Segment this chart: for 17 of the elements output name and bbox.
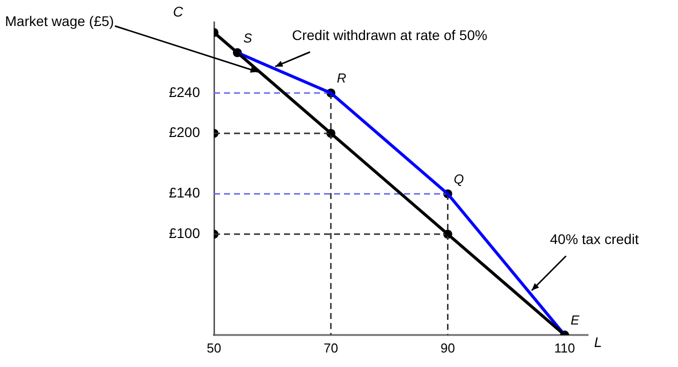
annotation: 40% tax credit (550, 230, 639, 247)
x-tick-label: 70 (324, 340, 338, 356)
y-axis-title: C (172, 3, 184, 20)
y-tick-label: £240 (168, 84, 200, 100)
x-tick-label: 90 (440, 340, 455, 356)
annotation: R (336, 70, 346, 86)
annotation: Q (454, 171, 464, 186)
annotation: Credit withdrawn at rate of 50% (292, 26, 488, 43)
y-tick-label: £140 (168, 184, 200, 201)
y-tick-label: £100 (168, 225, 200, 242)
y-tick-label: £200 (168, 124, 200, 140)
annotation: E (570, 312, 580, 328)
annotation: Market wage (£5) (5, 12, 114, 29)
annotation: S (243, 30, 252, 46)
x-tick-label: 50 (206, 340, 222, 356)
x-tick-label: 110 (554, 340, 575, 356)
x-axis-title: L (594, 334, 602, 350)
